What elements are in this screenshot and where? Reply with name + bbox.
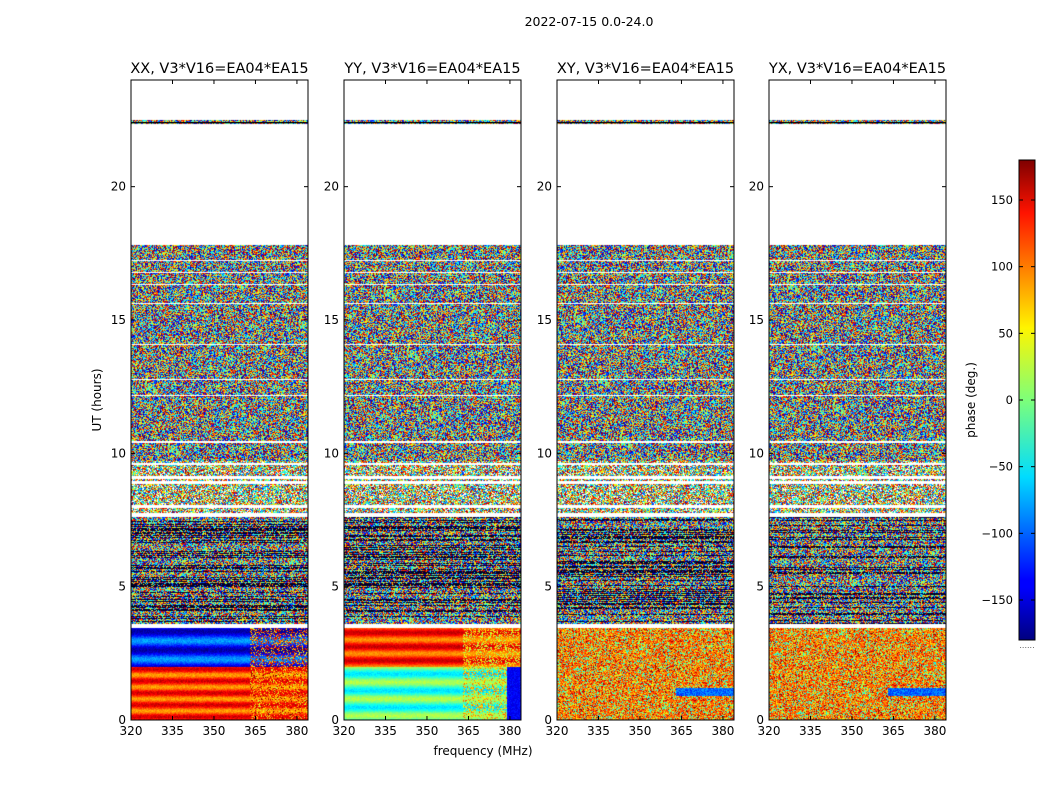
y-tick-label-yy-0: 0 [331,713,339,727]
x-tick-label-yx-2: 350 [841,724,864,738]
x-tick-label-yx-1: 335 [799,724,822,738]
panel-xy: XY, V3*V16=EA04*EA15 320 335 350 365 380 0 5 10 1… [537,61,735,738]
x-tick-label-xy-3: 365 [670,724,693,738]
y-tick-label-xy-2: 10 [537,446,552,460]
y-tick-label-xx-2: 10 [111,446,126,460]
y-tick-label-xy-4: 20 [537,180,552,194]
panel-yy: YY, V3*V16=EA04*EA15 320 335 350 365 380 0 5 10 1… [324,61,522,738]
x-axis-label: frequency (MHz) [433,744,532,758]
heatmap-image-yy [344,80,521,720]
x-tick-label-yy-1: 335 [374,724,397,738]
x-tick-label-xy-4: 380 [711,724,734,738]
y-tick-label-xx-3: 15 [111,313,126,327]
heatmap-image-yx [769,80,946,720]
colorbar-tick-label-5: −100 [981,526,1013,540]
x-tick-label-yy-2: 350 [416,724,439,738]
y-tick-label-yy-2: 10 [324,446,339,460]
y-tick-label-yy-1: 5 [331,580,339,594]
x-tick-label-yy-3: 365 [457,724,480,738]
axes-frame-xy [556,79,735,721]
panel-yx: YX, V3*V16=EA04*EA15 320 335 350 365 380 0 5 10 1… [749,61,947,738]
axes-frame-xx [130,79,309,721]
x-tick-label-yx-4: 380 [923,724,946,738]
x-tick-label-yy-4: 380 [498,724,521,738]
panel-xx: XX, V3*V16=EA04*EA15 320 335 350 365 380 0 5 10 1… [111,61,309,738]
heatmap-image-xy [557,80,734,720]
y-tick-label-xy-3: 15 [537,313,552,327]
panel-title-yx: YX, V3*V16=EA04*EA15 [768,61,946,77]
x-tick-label-xx-1: 335 [161,724,184,738]
x-tick-label-yx-0: 320 [758,724,781,738]
x-tick-label-xy-1: 335 [587,724,610,738]
colorbar-label: phase (deg.) [964,362,978,438]
panel-title-xy: XY, V3*V16=EA04*EA15 [557,61,734,77]
colorbar-ticks: 150 100 50 0 −50 −100 −150 [981,193,1035,607]
y-tick-label-xx-4: 20 [111,180,126,194]
panel-title-xx: XX, V3*V16=EA04*EA15 [130,61,308,77]
colorbar-tick-label-3: 0 [1006,393,1013,407]
x-tick-label-xx-4: 380 [285,724,308,738]
colorbar-tick-label-6: −150 [981,593,1013,607]
x-tick-label-xx-3: 365 [244,724,267,738]
x-tick-label-xx-2: 350 [203,724,226,738]
y-tick-label-yx-0: 0 [756,713,764,727]
figure-suptitle: 2022-07-15 0.0-24.0 [525,14,654,29]
x-tick-label-xy-0: 320 [546,724,569,738]
y-tick-label-yx-1: 5 [756,580,764,594]
heatmap-image-xx [131,80,308,720]
y-tick-label-yx-2: 10 [749,446,764,460]
colorbar-tick-label-1: 100 [991,260,1013,274]
y-tick-label-yx-4: 20 [749,180,764,194]
y-axis-label: UT (hours) [90,368,104,431]
x-tick-label-xx-0: 320 [120,724,143,738]
axes-frame-yy [343,79,522,721]
colorbar-tick-label-0: 150 [991,193,1013,207]
y-tick-label-xy-0: 0 [544,713,552,727]
axes-frame-yx [768,79,947,721]
colorbar-tick-label-2: 50 [998,326,1013,340]
colorbar: 150 100 50 0 −50 −100 −150 phase (deg.) ...... [964,159,1036,650]
x-tick-label-yy-0: 320 [333,724,356,738]
x-tick-label-xy-2: 350 [629,724,652,738]
colorbar-tick-label-4: −50 [989,460,1013,474]
y-tick-label-xx-0: 0 [118,713,126,727]
y-tick-label-yy-3: 15 [324,313,339,327]
y-tick-label-yy-4: 20 [324,180,339,194]
y-tick-label-yx-3: 15 [749,313,764,327]
panels-group: XX, V3*V16=EA04*EA15 320 335 350 365 380 0 5 10 1… [111,61,947,738]
panel-title-yy: YY, V3*V16=EA04*EA15 [343,61,520,77]
colorbar-footer: ...... [1019,641,1034,650]
y-tick-label-xx-1: 5 [118,580,126,594]
x-tick-label-yx-3: 365 [882,724,905,738]
y-tick-label-xy-1: 5 [544,580,552,594]
